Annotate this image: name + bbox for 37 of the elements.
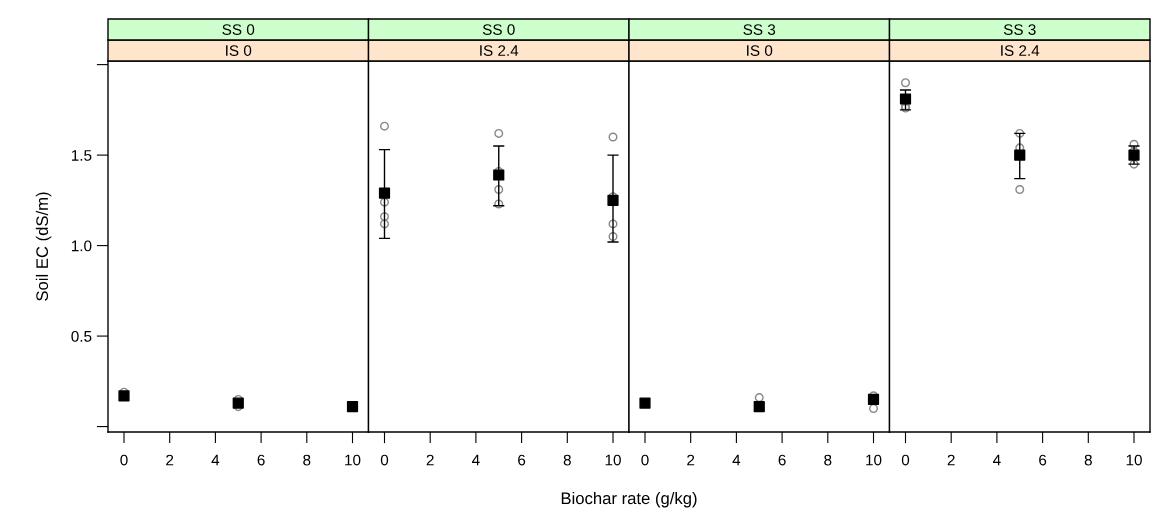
x-tick-label: 10: [345, 454, 361, 466]
x-tick-label: 2: [687, 454, 695, 466]
chart-title: SS 0: [482, 24, 515, 35]
chart-subtitle: IS 2.4: [480, 45, 519, 56]
x-tick-label: 4: [732, 454, 741, 466]
x-tick-label: 8: [824, 454, 832, 466]
x-axis-title: Biochar rate (g/kg): [561, 491, 697, 508]
x-tick-label: 6: [257, 454, 265, 466]
x-tick-label: 0: [380, 454, 389, 466]
chart-subtitle: IS 2.4: [1001, 45, 1040, 56]
chart-subtitle: IS 0: [747, 45, 773, 56]
x-tick-label: 4: [993, 454, 1001, 466]
x-tick-label: 6: [1039, 454, 1047, 466]
y-tick-label: 0.5: [71, 330, 92, 342]
x-tick-label: 4: [472, 454, 480, 466]
chart-title: SS 0: [222, 24, 255, 35]
chart-subtitle: IS 0: [226, 45, 252, 56]
x-tick-label: 6: [778, 454, 786, 466]
x-tick-label: 0: [901, 454, 910, 466]
chart-title: SS 3: [1003, 24, 1036, 35]
x-tick-label: 10: [1126, 454, 1142, 466]
chart-title: SS 3: [743, 24, 776, 35]
x-tick-label: 4: [211, 454, 220, 466]
x-tick-label: 6: [518, 454, 526, 466]
x-tick-label: 0: [120, 454, 128, 466]
x-tick-label: 10: [605, 454, 621, 466]
x-tick-label: 0: [641, 454, 649, 466]
x-tick-label: 8: [303, 454, 311, 466]
x-tick-label: 8: [1084, 454, 1092, 466]
x-tick-label: 10: [866, 454, 882, 466]
x-tick-label: 2: [426, 454, 434, 466]
x-tick-label: 8: [563, 454, 571, 466]
y-tick-label: 1.0: [71, 240, 92, 252]
x-tick-label: 2: [166, 454, 174, 466]
x-tick-label: 2: [947, 454, 955, 466]
y-axis-title: Soil EC (dS/m): [35, 192, 52, 301]
y-tick-label: 1.5: [71, 150, 92, 161]
